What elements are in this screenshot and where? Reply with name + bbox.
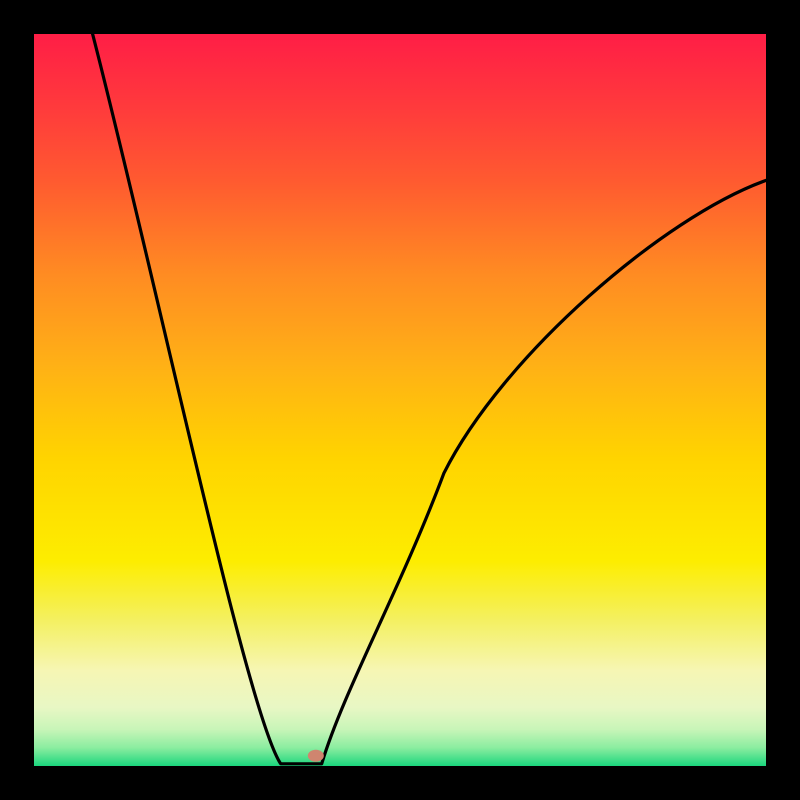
chart-container bbox=[0, 0, 800, 800]
optimum-marker bbox=[308, 750, 324, 762]
bottleneck-chart bbox=[0, 0, 800, 800]
plot-background bbox=[34, 34, 766, 766]
